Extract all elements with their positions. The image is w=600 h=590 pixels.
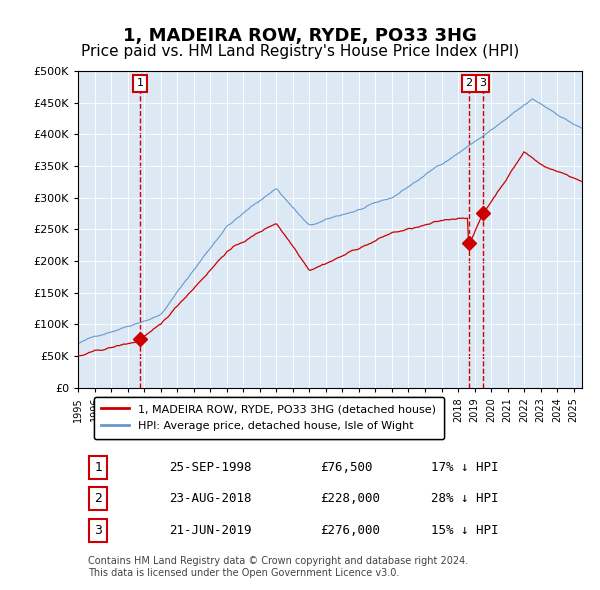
Text: 25-SEP-1998: 25-SEP-1998 <box>169 461 251 474</box>
Text: 2: 2 <box>94 493 102 506</box>
Text: 3: 3 <box>94 524 102 537</box>
Text: Contains HM Land Registry data © Crown copyright and database right 2024.
This d: Contains HM Land Registry data © Crown c… <box>88 556 469 578</box>
Text: £276,000: £276,000 <box>320 524 380 537</box>
Text: 23-AUG-2018: 23-AUG-2018 <box>169 493 251 506</box>
Text: 21-JUN-2019: 21-JUN-2019 <box>169 524 251 537</box>
Text: 28% ↓ HPI: 28% ↓ HPI <box>431 493 498 506</box>
Text: 17% ↓ HPI: 17% ↓ HPI <box>431 461 498 474</box>
Text: Price paid vs. HM Land Registry's House Price Index (HPI): Price paid vs. HM Land Registry's House … <box>81 44 519 59</box>
Text: 1: 1 <box>137 78 143 88</box>
Legend: 1, MADEIRA ROW, RYDE, PO33 3HG (detached house), HPI: Average price, detached ho: 1, MADEIRA ROW, RYDE, PO33 3HG (detached… <box>94 396 444 439</box>
Text: 2: 2 <box>465 78 472 88</box>
Text: 1, MADEIRA ROW, RYDE, PO33 3HG: 1, MADEIRA ROW, RYDE, PO33 3HG <box>123 27 477 45</box>
Text: 3: 3 <box>479 78 486 88</box>
Text: £76,500: £76,500 <box>320 461 373 474</box>
Text: 15% ↓ HPI: 15% ↓ HPI <box>431 524 498 537</box>
Text: £228,000: £228,000 <box>320 493 380 506</box>
Text: 1: 1 <box>94 461 102 474</box>
